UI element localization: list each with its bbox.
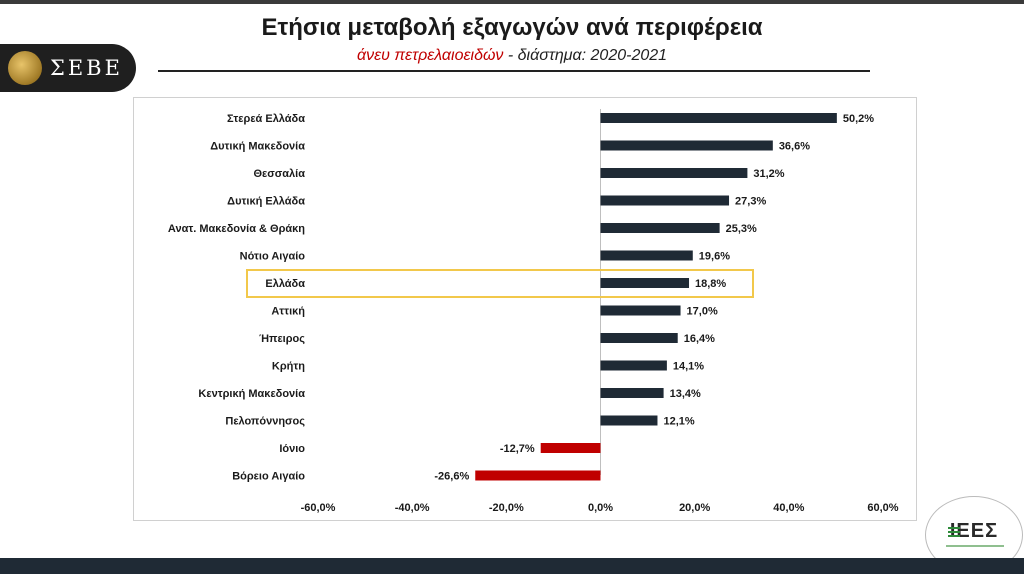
subtitle-highlight: άνευ πετρελαιοειδών [356, 47, 504, 64]
category-label-8: Ήπειρος [259, 333, 305, 345]
bar-9 [600, 360, 667, 371]
bar-6 [600, 278, 690, 288]
bar-7 [600, 305, 681, 316]
title-underline [158, 70, 870, 72]
bar-8 [600, 333, 678, 343]
bar-13 [475, 470, 601, 481]
bar-4 [600, 223, 720, 233]
category-label-9: Κρήτη [272, 361, 305, 373]
value-label-6: 18,8% [695, 278, 726, 290]
x-tick-label-6: 60,0% [867, 502, 898, 514]
value-label-9: 14,1% [673, 361, 704, 373]
category-label-3: Δυτική Ελλάδα [227, 196, 305, 208]
bar-1 [600, 140, 773, 151]
bar-5 [600, 250, 693, 261]
value-label-10: 13,4% [670, 388, 701, 400]
x-tick-label-0: -60,0% [301, 502, 336, 514]
category-label-11: Πελοπόννησος [225, 416, 305, 428]
page-subtitle: άνευ πετρελαιοειδών - διάστημα: 2020-202… [0, 47, 1024, 65]
value-label-1: 36,6% [779, 141, 810, 153]
bar-11 [600, 415, 658, 426]
value-label-13: -26,6% [434, 471, 469, 483]
x-tick-label-1: -40,0% [395, 502, 430, 514]
highlight-frame-6 [246, 269, 754, 298]
x-tick-label-2: -20,0% [489, 502, 524, 514]
category-label-13: Βόρειο Αιγαίο [232, 471, 305, 483]
category-label-5: Νότιο Αιγαίο [240, 251, 306, 263]
category-label-4: Ανατ. Μακεδονία & Θράκη [168, 223, 305, 235]
value-label-5: 19,6% [699, 251, 730, 263]
category-label-1: Δυτική Μακεδονία [210, 141, 305, 153]
subtitle-period: - διάστημα: 2020-2021 [503, 47, 668, 64]
value-label-4: 25,3% [726, 223, 757, 235]
category-label-6: Ελλάδα [265, 278, 305, 290]
x-tick-label-5: 40,0% [773, 502, 804, 514]
value-label-2: 31,2% [753, 168, 784, 180]
iees-underline [946, 545, 1004, 547]
bottom-border [0, 558, 1024, 574]
iees-lines-icon [948, 527, 960, 541]
bar-3 [600, 195, 730, 206]
value-label-7: 17,0% [687, 306, 718, 318]
value-label-8: 16,4% [684, 333, 715, 345]
seve-logo: ΣΕΒΕ [0, 44, 136, 92]
category-label-2: Θεσσαλία [253, 168, 305, 180]
bar-10 [600, 388, 664, 398]
top-border [0, 0, 1024, 4]
category-label-10: Κεντρική Μακεδονία [198, 388, 305, 400]
value-label-11: 12,1% [663, 416, 694, 428]
category-label-7: Αττική [271, 306, 305, 318]
seve-logo-text: ΣΕΒΕ [50, 56, 123, 80]
chart-frame [133, 97, 917, 521]
bar-2 [600, 168, 748, 178]
value-label-0: 50,2% [843, 113, 874, 125]
category-label-12: Ιόνιο [279, 443, 305, 455]
bar-0 [600, 113, 837, 123]
x-tick-label-3: 0,0% [588, 502, 613, 514]
x-tick-label-4: 20,0% [679, 502, 710, 514]
value-label-3: 27,3% [735, 196, 766, 208]
category-label-0: Στερεά Ελλάδα [227, 113, 305, 125]
iees-logo-text: ΙΕΕΣ [949, 519, 999, 542]
value-label-12: -12,7% [500, 443, 535, 455]
seve-emblem-icon [8, 51, 42, 85]
bar-12 [540, 443, 601, 453]
page-title: Ετήσια μεταβολή εξαγωγών ανά περιφέρεια [261, 14, 763, 41]
bar-chart: Στερεά Ελλάδα 50,2% Δυτική Μακεδονία 36,6% Θ… [168, 109, 899, 514]
